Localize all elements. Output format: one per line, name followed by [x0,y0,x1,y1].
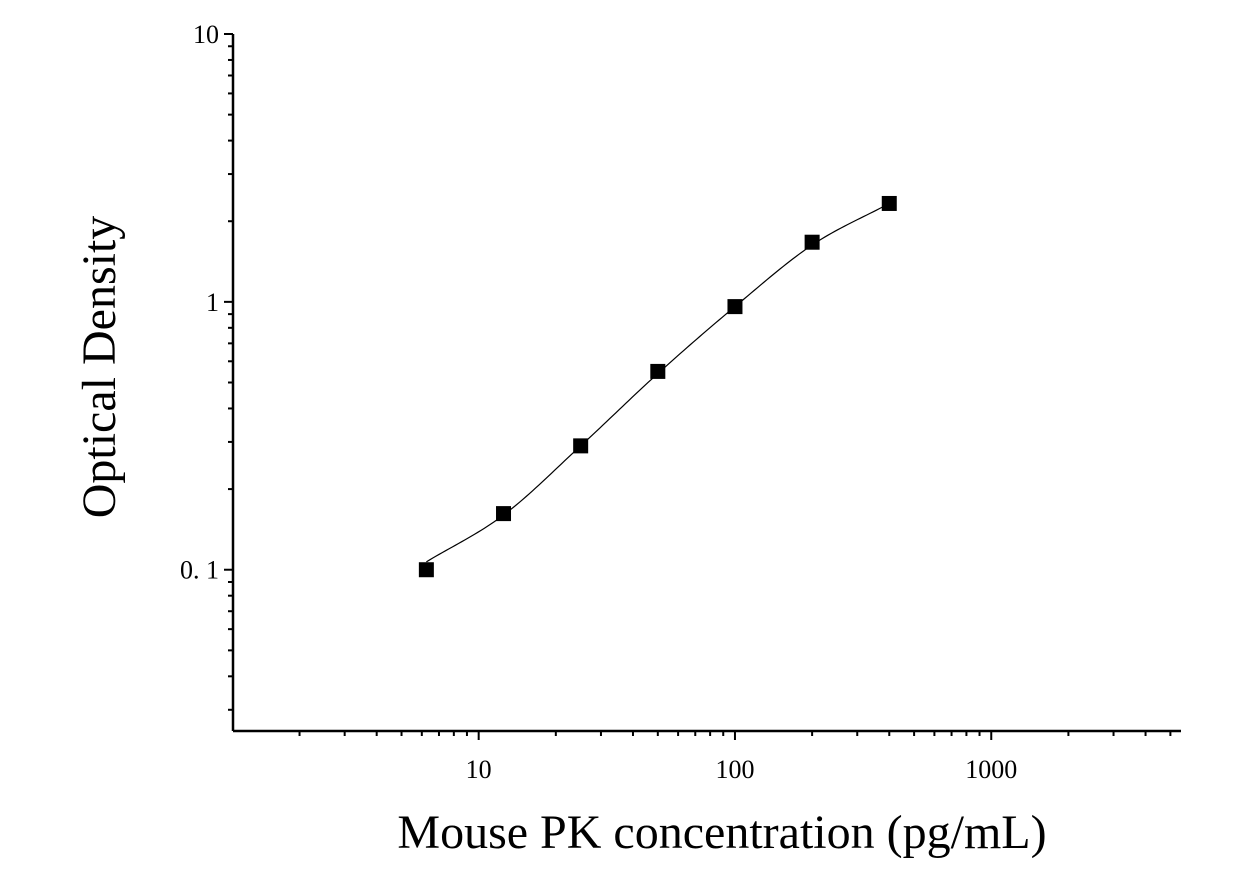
axes: 0. 1 1 10 10 100 1000 [180,20,1181,784]
x-tick-label: 10 [466,755,492,784]
y-axis-title: Optical Density [73,216,126,519]
fit-curve-layer [426,202,890,563]
data-point-marker [496,506,512,522]
x-axis-title: Mouse PK concentration (pg/mL) [397,806,1046,859]
data-point-marker [881,195,897,211]
x-tick-label: 1000 [965,755,1017,784]
data-point-marker [804,234,820,250]
fit-curve-line [426,202,890,563]
data-point-marker [650,363,666,379]
y-tick-label: 1 [206,288,219,317]
data-point-marker [573,438,589,454]
data-point-marker [418,562,434,578]
data-point-marker [727,299,743,315]
data-points-layer [418,195,897,578]
y-tick-label: 10 [193,20,219,49]
x-tick-label: 100 [715,755,754,784]
y-tick-label: 0. 1 [180,556,219,585]
